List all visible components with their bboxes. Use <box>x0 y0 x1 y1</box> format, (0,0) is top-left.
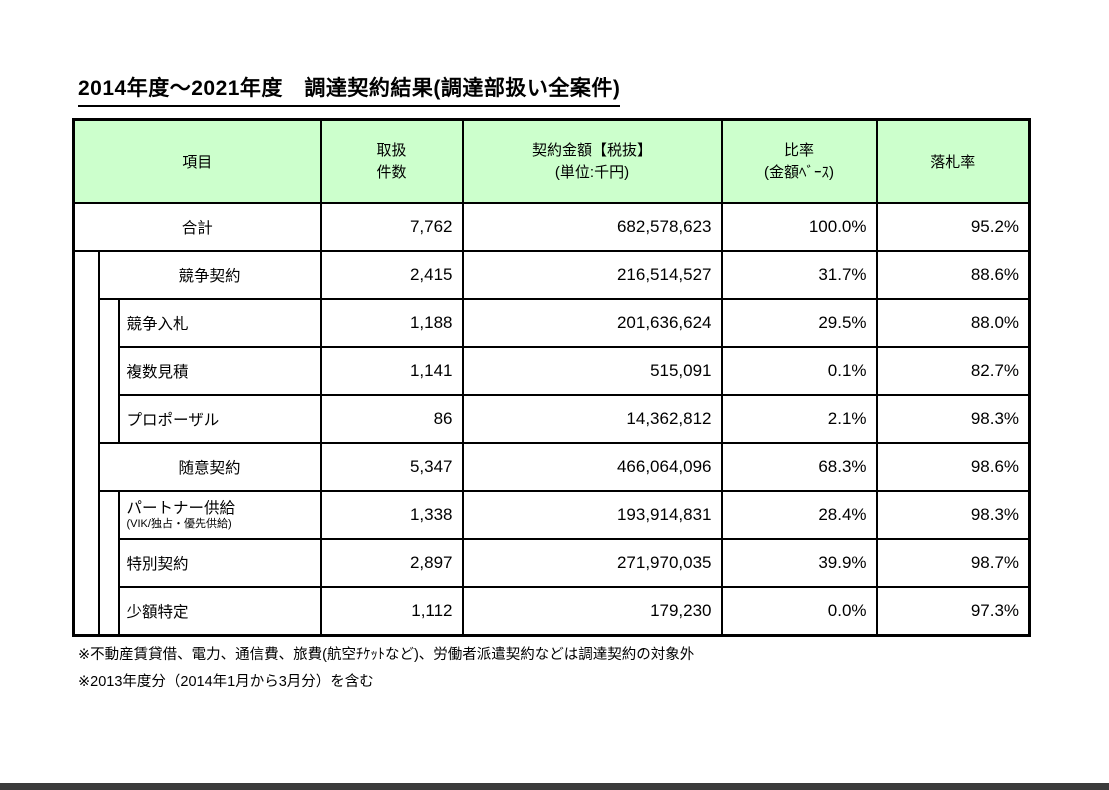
cell-amount: 14,362,812 <box>461 394 723 444</box>
cell-amount: 682,578,623 <box>461 202 723 252</box>
item-label: パートナー供給 (VIK/独占・優先供給) <box>117 490 322 540</box>
cell-rate: 98.6% <box>875 442 1031 492</box>
table-header-row: 項目 取扱 件数 契約金額【税抜】 (単位:千円) 比率 (金額ﾍﾞｰｽ) 落札… <box>72 118 1031 204</box>
table-row-competitive-bidding: 競争入札 1,188 201,636,624 29.5% 88.0% <box>74 298 1031 444</box>
indent-spacer <box>72 250 100 636</box>
cell-rate: 98.3% <box>875 394 1031 444</box>
cell-amount: 216,514,527 <box>461 250 723 300</box>
cell-ratio: 2.1% <box>720 394 878 444</box>
table-row-partner-supply: パートナー供給 (VIK/独占・優先供給) 1,338 193,914,831 … <box>74 490 1031 636</box>
cell-count: 1,112 <box>319 586 464 636</box>
cell-amount: 193,914,831 <box>461 490 723 540</box>
table-row-competitive-contracts: 競争契約 2,415 216,514,527 31.7% 88.6% <box>72 250 1031 636</box>
item-label: 競争入札 <box>117 298 322 348</box>
cell-amount: 271,970,035 <box>461 538 723 588</box>
table-row-total: 合計 7,762 682,578,623 100.0% 95.2% <box>72 202 1031 252</box>
table-row-negotiated-contracts: 随意契約 5,347 466,064,096 68.3% 98.6% <box>74 442 1031 492</box>
cell-amount: 179,230 <box>461 586 723 636</box>
cell-rate: 95.2% <box>875 202 1031 252</box>
footnote-exclusions: ※不動産賃貸借、電力、通信費、旅費(航空ﾁｹｯﾄなど)、労働者派遣契約などは調達… <box>78 647 695 663</box>
cell-rate: 98.7% <box>875 538 1031 588</box>
col-header-amount: 契約金額【税抜】 (単位:千円) <box>461 118 723 204</box>
cell-ratio: 100.0% <box>720 202 878 252</box>
cell-count: 2,897 <box>319 538 464 588</box>
cell-amount: 201,636,624 <box>461 298 723 348</box>
cell-count: 1,338 <box>319 490 464 540</box>
col-header-ratio: 比率 (金額ﾍﾞｰｽ) <box>720 118 878 204</box>
procurement-results-table: 項目 取扱 件数 契約金額【税抜】 (単位:千円) 比率 (金額ﾍﾞｰｽ) 落札… <box>72 118 1032 637</box>
item-label: 少額特定 <box>117 586 322 636</box>
cell-count: 2,415 <box>319 250 464 300</box>
item-label: 随意契約 <box>97 442 322 492</box>
cell-rate: 82.7% <box>875 346 1031 396</box>
cell-count: 86 <box>319 394 464 444</box>
bottom-edge-bar <box>0 783 1109 790</box>
cell-count: 1,141 <box>319 346 464 396</box>
col-header-count: 取扱 件数 <box>319 118 464 204</box>
item-label: 特別契約 <box>117 538 322 588</box>
table-row-proposal: プロポーザル 86 14,362,812 2.1% 98.3% <box>74 394 1031 444</box>
item-label: 合計 <box>72 202 322 252</box>
table-row-multiple-quotes: 複数見積 1,141 515,091 0.1% 82.7% <box>74 346 1031 396</box>
cell-amount: 515,091 <box>461 346 723 396</box>
item-label: 競争契約 <box>97 250 322 300</box>
cell-rate: 88.6% <box>875 250 1031 300</box>
cell-count: 1,188 <box>319 298 464 348</box>
indent-spacer <box>97 298 120 444</box>
cell-ratio: 0.1% <box>720 346 878 396</box>
cell-amount: 466,064,096 <box>461 442 723 492</box>
cell-ratio: 68.3% <box>720 442 878 492</box>
cell-rate: 88.0% <box>875 298 1031 348</box>
cell-count: 5,347 <box>319 442 464 492</box>
cell-ratio: 29.5% <box>720 298 878 348</box>
item-sublabel: (VIK/独占・優先供給) <box>126 517 232 530</box>
cell-ratio: 28.4% <box>720 490 878 540</box>
cell-ratio: 39.9% <box>720 538 878 588</box>
item-label: プロポーザル <box>117 394 322 444</box>
footnote-fy2013: ※2013年度分（2014年1月から3月分）を含む <box>78 674 374 690</box>
col-header-item: 項目 <box>72 118 322 204</box>
indent-spacer <box>97 490 120 636</box>
cell-rate: 98.3% <box>875 490 1031 540</box>
cell-ratio: 0.0% <box>720 586 878 636</box>
cell-count: 7,762 <box>319 202 464 252</box>
item-label: 複数見積 <box>117 346 322 396</box>
col-header-rate: 落札率 <box>875 118 1031 204</box>
page-title: 2014年度～2021年度 調達契約結果(調達部扱い全案件) <box>78 72 621 107</box>
table-row-special-contracts: 特別契約 2,897 271,970,035 39.9% 98.7% <box>74 538 1031 588</box>
cell-ratio: 31.7% <box>720 250 878 300</box>
table-row-small-amount: 少額特定 1,112 179,230 0.0% 97.3% <box>74 586 1031 636</box>
cell-rate: 97.3% <box>875 586 1031 636</box>
